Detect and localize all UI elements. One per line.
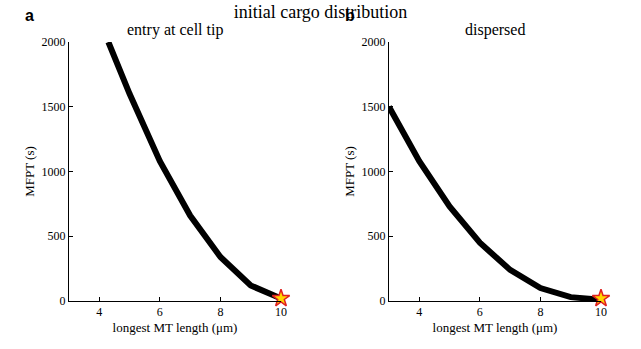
svg-text:initial cargo distribution: initial cargo distribution [234,2,408,22]
svg-text:4: 4 [96,305,102,319]
svg-text:longest MT length (μm): longest MT length (μm) [113,320,238,335]
svg-text:4: 4 [416,305,422,319]
svg-text:1500: 1500 [42,100,66,114]
svg-text:1000: 1000 [42,165,66,179]
svg-text:entry at cell tip: entry at cell tip [127,21,223,39]
svg-text:500: 500 [368,229,386,243]
svg-text:2000: 2000 [42,35,66,49]
svg-text:0: 0 [60,294,66,308]
svg-text:10: 10 [275,305,287,319]
svg-text:8: 8 [537,305,543,319]
svg-text:dispersed: dispersed [465,21,525,39]
svg-text:MFPT (s): MFPT (s) [342,146,357,197]
svg-text:longest MT length (μm): longest MT length (μm) [433,320,558,335]
svg-text:500: 500 [48,229,66,243]
svg-text:6: 6 [477,305,483,319]
svg-text:6: 6 [157,305,163,319]
svg-text:10: 10 [595,305,607,319]
svg-text:1000: 1000 [362,165,386,179]
svg-text:2000: 2000 [362,35,386,49]
svg-text:1500: 1500 [362,100,386,114]
svg-text:MFPT (s): MFPT (s) [22,146,37,197]
svg-text:a: a [25,7,34,24]
svg-text:8: 8 [217,305,223,319]
svg-text:b: b [345,7,355,24]
svg-text:0: 0 [380,294,386,308]
